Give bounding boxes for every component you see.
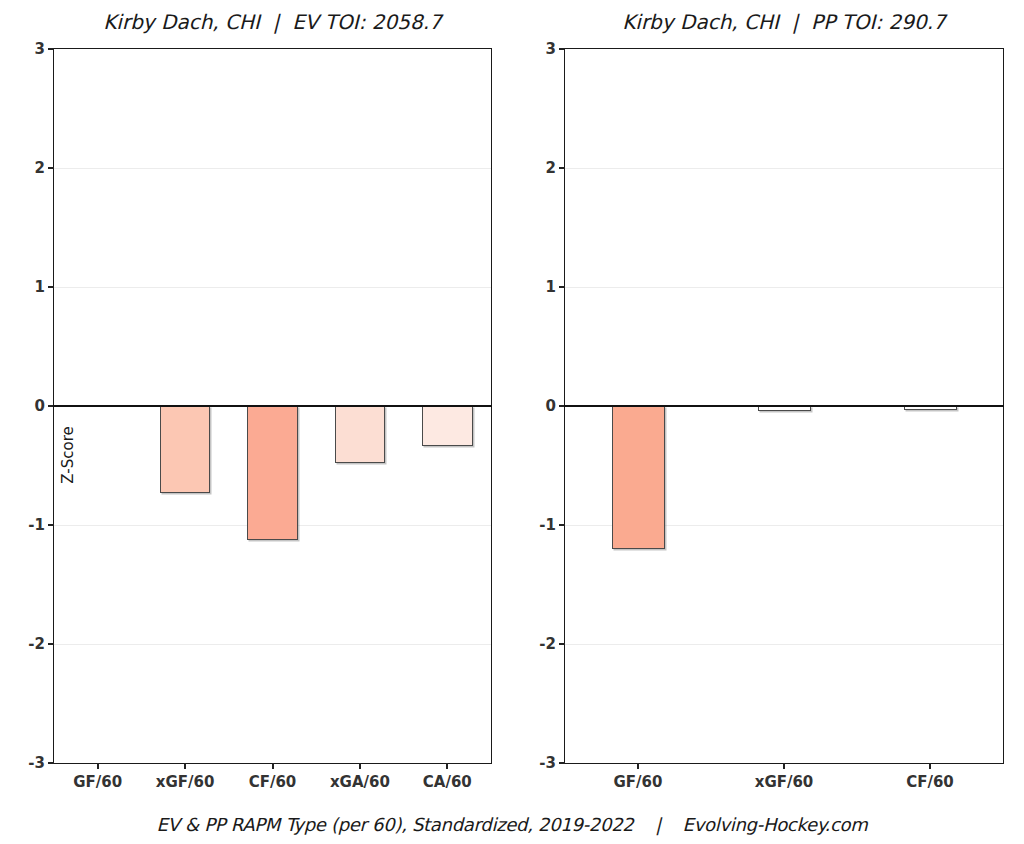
left-plot-area: Z-Score 3210-1-2-3GF/60xGF/60CF/60xGA/60…	[53, 48, 492, 764]
gridline	[565, 644, 1003, 645]
x-tick-label: xGF/60	[156, 773, 215, 791]
bar-xGF/60	[160, 406, 211, 493]
x-tick-mark	[359, 763, 361, 769]
bar-CA/60	[422, 406, 473, 446]
x-tick-mark	[97, 763, 99, 769]
x-tick-mark	[929, 763, 931, 769]
x-tick-label: GF/60	[73, 773, 122, 791]
gridline	[54, 287, 491, 288]
y-tick-mark	[48, 48, 54, 50]
x-tick-label: CF/60	[906, 773, 954, 791]
gridline	[54, 168, 491, 169]
y-tick-label: -1	[539, 516, 556, 534]
x-tick-label: GF/60	[614, 773, 663, 791]
y-tick-label: 1	[546, 278, 556, 296]
x-tick-label: xGA/60	[330, 773, 390, 791]
y-tick-label: -3	[539, 754, 556, 772]
y-tick-mark	[559, 48, 565, 50]
bar-GF/60	[612, 406, 665, 549]
zero-line	[564, 405, 1004, 407]
gridline	[565, 168, 1003, 169]
right-plot-area: 3210-1-2-3GF/60xGF/60CF/60	[564, 48, 1004, 764]
bar-CF/60	[247, 406, 298, 540]
y-tick-label: 3	[35, 40, 45, 58]
x-tick-mark	[783, 763, 785, 769]
x-tick-mark	[184, 763, 186, 769]
y-tick-label: 3	[546, 40, 556, 58]
x-tick-label: CA/60	[423, 773, 472, 791]
gridline	[565, 287, 1003, 288]
y-tick-label: 2	[35, 159, 45, 177]
y-tick-label: -1	[28, 516, 45, 534]
y-tick-label: -2	[28, 635, 45, 653]
y-axis-label: Z-Score	[59, 405, 77, 505]
y-tick-label: -3	[28, 754, 45, 772]
figure-caption: EV & PP RAPM Type (per 60), Standardized…	[0, 814, 1024, 835]
x-tick-mark	[637, 763, 639, 769]
bar-xGA/60	[335, 406, 386, 463]
y-tick-mark	[559, 762, 565, 764]
y-tick-label: 2	[546, 159, 556, 177]
y-tick-mark	[48, 762, 54, 764]
gridline	[54, 644, 491, 645]
y-tick-label: 0	[546, 397, 556, 415]
x-tick-mark	[446, 763, 448, 769]
y-tick-label: 0	[35, 397, 45, 415]
right-chart-title: Kirby Dach, CHI | PP TOI: 290.7	[564, 10, 1004, 40]
y-tick-label: -2	[539, 635, 556, 653]
rapm-chart-figure: Kirby Dach, CHI | EV TOI: 2058.7 Kirby D…	[0, 0, 1024, 844]
x-tick-label: xGF/60	[755, 773, 814, 791]
x-tick-mark	[272, 763, 274, 769]
y-tick-label: 1	[35, 278, 45, 296]
x-tick-label: CF/60	[249, 773, 297, 791]
left-chart-title: Kirby Dach, CHI | EV TOI: 2058.7	[53, 10, 492, 40]
zero-line	[53, 405, 492, 407]
